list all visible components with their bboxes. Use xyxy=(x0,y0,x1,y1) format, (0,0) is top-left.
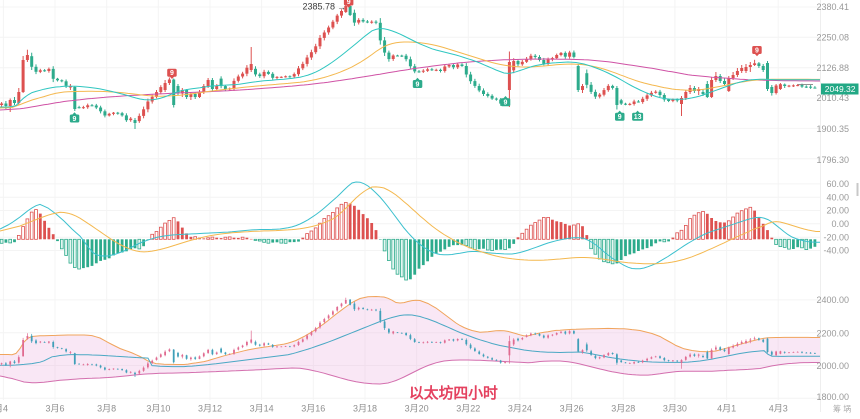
svg-text:3月8: 3月8 xyxy=(97,404,116,414)
svg-text:9: 9 xyxy=(170,70,174,77)
svg-text:1900.35: 1900.35 xyxy=(816,124,849,134)
svg-text:2049.32: 2049.32 xyxy=(825,84,856,94)
svg-text:2380.41: 2380.41 xyxy=(816,2,849,12)
svg-text:2010.43: 2010.43 xyxy=(816,93,849,103)
svg-text:3月4: 3月4 xyxy=(0,404,8,414)
svg-text:3月14: 3月14 xyxy=(250,404,274,414)
svg-text:筹 埚: 筹 埚 xyxy=(833,404,851,414)
svg-text:3月6: 3月6 xyxy=(46,404,65,414)
svg-text:3月26: 3月26 xyxy=(560,404,584,414)
svg-text:3月28: 3月28 xyxy=(611,404,635,414)
svg-text:9: 9 xyxy=(416,81,420,88)
svg-text:9: 9 xyxy=(618,114,622,121)
svg-text:2200.00: 2200.00 xyxy=(816,328,849,338)
svg-text:40.00: 40.00 xyxy=(826,192,849,202)
svg-text:13: 13 xyxy=(634,114,642,121)
svg-text:→: → xyxy=(337,2,346,12)
svg-text:9: 9 xyxy=(347,0,351,6)
svg-text:3月20: 3月20 xyxy=(405,404,429,414)
svg-text:3月30: 3月30 xyxy=(663,404,687,414)
svg-text:2400.00: 2400.00 xyxy=(816,295,849,305)
svg-text:2385.78: 2385.78 xyxy=(302,2,335,12)
svg-text:-20.00: -20.00 xyxy=(823,232,849,242)
svg-text:9: 9 xyxy=(755,47,759,54)
svg-text:2250.08: 2250.08 xyxy=(816,33,849,43)
svg-text:3月24: 3月24 xyxy=(508,404,532,414)
svg-text:3月10: 3月10 xyxy=(146,404,170,414)
svg-text:4月3: 4月3 xyxy=(769,404,788,414)
svg-text:60.00: 60.00 xyxy=(826,179,849,189)
svg-text:1800.00: 1800.00 xyxy=(816,392,849,402)
svg-text:2000.00: 2000.00 xyxy=(816,361,849,371)
svg-text:3月18: 3月18 xyxy=(353,404,377,414)
svg-text:4月1: 4月1 xyxy=(717,404,736,414)
svg-text:20.00: 20.00 xyxy=(826,206,849,216)
svg-text:9: 9 xyxy=(73,116,77,123)
svg-text:1796.30: 1796.30 xyxy=(816,155,849,165)
svg-text:-40.00: -40.00 xyxy=(823,246,849,256)
svg-text:以太坊四小时: 以太坊四小时 xyxy=(409,384,498,402)
svg-text:0.00: 0.00 xyxy=(831,219,849,229)
svg-text:3月12: 3月12 xyxy=(198,404,222,414)
svg-text:3月16: 3月16 xyxy=(301,404,325,414)
svg-text:3月22: 3月22 xyxy=(456,404,480,414)
svg-text:2126.88: 2126.88 xyxy=(816,63,849,73)
svg-text:9: 9 xyxy=(504,100,508,107)
